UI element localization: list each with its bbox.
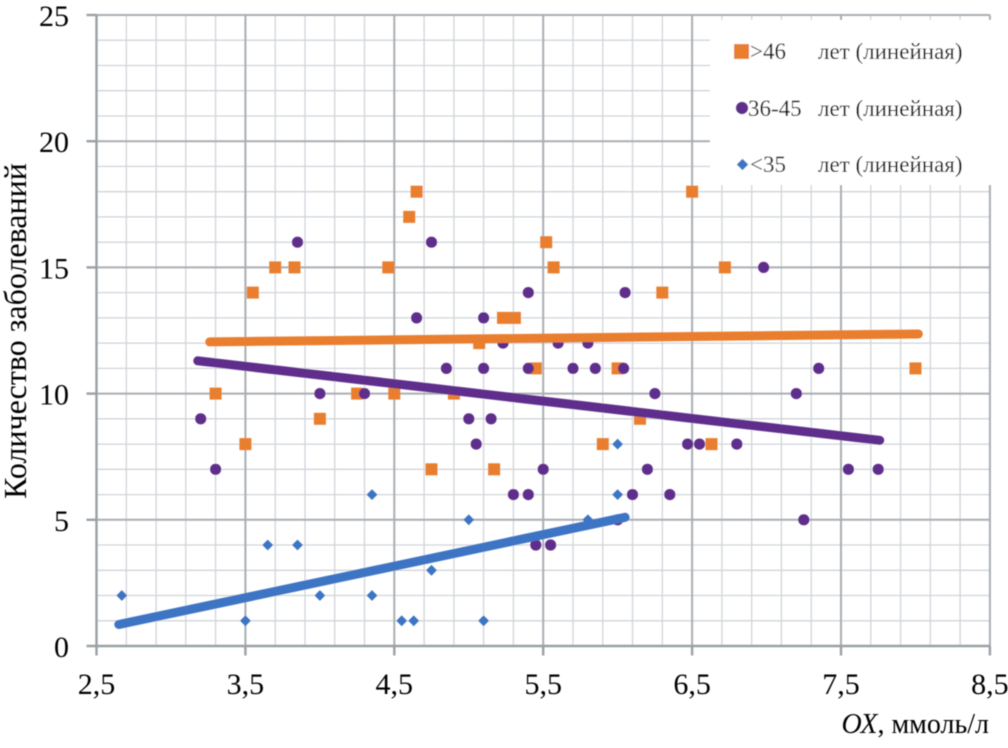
svg-text:25: 25 bbox=[39, 0, 69, 33]
svg-text:7,5: 7,5 bbox=[822, 668, 860, 701]
svg-text:10: 10 bbox=[39, 379, 69, 412]
svg-text:8,5: 8,5 bbox=[971, 668, 1008, 701]
svg-text:5,5: 5,5 bbox=[524, 668, 562, 701]
svg-text:36-45: 36-45 bbox=[748, 96, 802, 121]
svg-text:0: 0 bbox=[54, 631, 69, 664]
svg-text:лет (линейная): лет (линейная) bbox=[818, 152, 963, 177]
svg-text:3,5: 3,5 bbox=[227, 668, 265, 701]
svg-text:>46: >46 bbox=[750, 39, 786, 64]
svg-text:15: 15 bbox=[39, 252, 69, 285]
svg-text:лет (линейная): лет (линейная) bbox=[818, 96, 963, 121]
svg-text:<35: <35 bbox=[750, 152, 786, 177]
svg-text:6,5: 6,5 bbox=[673, 668, 711, 701]
svg-text:4,5: 4,5 bbox=[376, 668, 414, 701]
svg-text:лет (линейная): лет (линейная) bbox=[818, 39, 963, 64]
svg-text:5: 5 bbox=[54, 505, 69, 538]
svg-text:Количество заболеваний: Количество заболеваний bbox=[0, 163, 33, 499]
svg-text:2,5: 2,5 bbox=[78, 668, 116, 701]
svg-text:20: 20 bbox=[39, 126, 69, 159]
svg-text:ОХ, ммоль/л: ОХ, ммоль/л bbox=[842, 709, 990, 740]
